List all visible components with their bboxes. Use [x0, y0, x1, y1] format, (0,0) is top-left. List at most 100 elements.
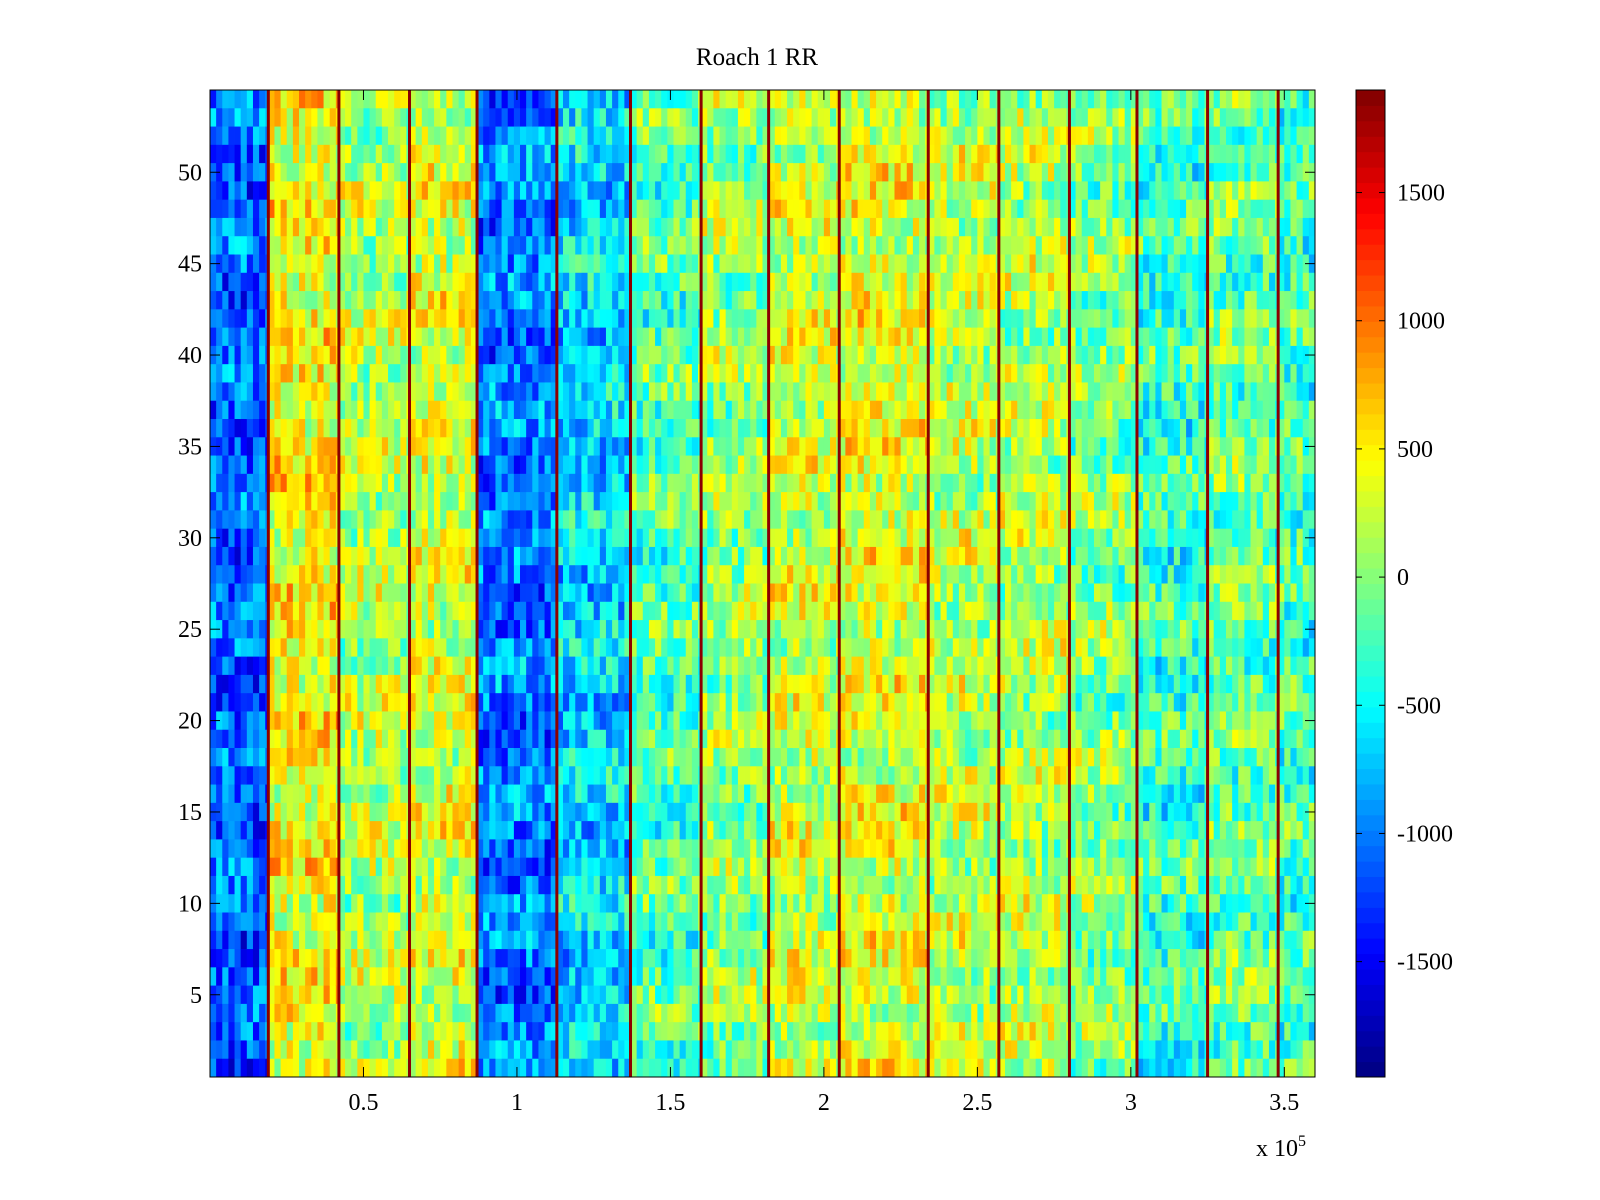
heatmap-cell	[642, 711, 650, 731]
heatmap-cell	[679, 711, 687, 731]
heatmap-cell	[648, 656, 656, 676]
heatmap-cell	[381, 528, 389, 548]
heatmap-cell	[575, 1058, 582, 1078]
heatmap-cell	[274, 766, 281, 785]
heatmap-cell	[338, 90, 346, 109]
heatmap-cell	[642, 949, 650, 968]
heatmap-cell	[655, 802, 662, 822]
heatmap-cell	[756, 601, 763, 621]
heatmap-cell	[713, 492, 720, 511]
heatmap-cell	[357, 217, 364, 237]
heatmap-cell	[495, 711, 502, 731]
heatmap-cell	[323, 693, 331, 712]
heatmap-cell	[581, 345, 588, 365]
heatmap-cell	[311, 967, 318, 987]
heatmap-cell	[673, 199, 681, 219]
heatmap-cell	[489, 839, 496, 859]
heatmap-cell	[532, 199, 539, 219]
heatmap-cell	[329, 1022, 337, 1041]
heatmap-cell	[661, 419, 668, 438]
heatmap-cell	[292, 126, 300, 146]
heatmap-cell	[731, 839, 739, 859]
heatmap-cell	[234, 638, 242, 658]
heatmap-cell	[317, 620, 324, 639]
heatmap-cell	[495, 857, 502, 877]
heatmap-cell	[679, 766, 687, 785]
heatmap-cell	[725, 766, 733, 785]
heatmap-cell	[228, 674, 235, 694]
heatmap-cell	[216, 455, 223, 475]
heatmap-cell	[624, 473, 631, 493]
heatmap-cell	[618, 217, 625, 237]
heatmap-cell	[661, 236, 668, 255]
heatmap-cell	[388, 217, 395, 237]
heatmap-cell	[667, 144, 674, 164]
heatmap-cell	[707, 364, 714, 383]
heatmap-cell	[299, 492, 306, 511]
heatmap-cell	[538, 126, 545, 146]
heatmap-cell	[538, 912, 545, 932]
heatmap-cell	[587, 400, 595, 420]
heatmap-cell	[593, 1040, 601, 1060]
heatmap-cell	[477, 126, 484, 146]
heatmap-cell	[556, 875, 564, 895]
heatmap-cell	[338, 656, 346, 676]
heatmap-cell	[280, 199, 288, 219]
heatmap-cell	[691, 949, 699, 968]
heatmap-cell	[526, 912, 533, 932]
heatmap-cell	[259, 638, 266, 658]
heatmap-cell	[513, 912, 521, 932]
heatmap-cell	[587, 729, 595, 749]
heatmap-cell	[446, 1040, 453, 1060]
heatmap-cell	[434, 583, 441, 603]
heatmap-cell	[357, 1058, 364, 1078]
heatmap-cell	[612, 473, 619, 493]
heatmap-cell	[581, 839, 588, 859]
heatmap-cell	[532, 930, 539, 950]
heatmap-cell	[458, 437, 466, 456]
heatmap-cell	[483, 693, 490, 712]
heatmap-cell	[252, 126, 260, 146]
heatmap-cell	[532, 144, 539, 164]
heatmap-cell	[744, 327, 751, 347]
heatmap-cell	[538, 839, 545, 859]
heatmap-cell	[556, 108, 564, 127]
heatmap-cell	[274, 291, 281, 310]
heatmap-cell	[483, 875, 490, 895]
heatmap-cell	[685, 181, 693, 201]
heatmap-cell	[446, 1058, 453, 1078]
heatmap-cell	[667, 528, 674, 548]
heatmap-cell	[305, 875, 312, 895]
heatmap-cell	[299, 309, 306, 329]
heatmap-cell	[421, 364, 429, 383]
heatmap-cell	[661, 748, 668, 767]
heatmap-cell	[731, 254, 739, 274]
heatmap-cell	[259, 364, 266, 383]
heatmap-cell	[421, 967, 429, 987]
heatmap-cell	[532, 364, 539, 383]
heatmap-cell	[292, 802, 300, 822]
heatmap-cell	[701, 217, 708, 237]
heatmap-cell	[311, 382, 318, 402]
heatmap-cell	[351, 437, 358, 456]
heatmap-cell	[240, 656, 248, 676]
heatmap-cell	[299, 656, 306, 676]
heatmap-cell	[483, 236, 490, 255]
heatmap-cell	[562, 163, 570, 182]
heatmap-cell	[375, 930, 383, 950]
heatmap-cell	[725, 729, 733, 749]
heatmap-cell	[216, 236, 223, 255]
heatmap-cell	[415, 1040, 423, 1060]
heatmap-cell	[292, 748, 300, 767]
heatmap-cell	[520, 345, 527, 365]
heatmap-cell	[246, 199, 254, 219]
heatmap-cell	[605, 1003, 613, 1023]
heatmap-cell	[587, 766, 595, 785]
heatmap-cell	[470, 492, 478, 511]
heatmap-cell	[569, 345, 576, 365]
heatmap-cell	[464, 90, 472, 109]
heatmap-cell	[532, 345, 539, 365]
heatmap-cell	[375, 912, 383, 932]
heatmap-cell	[731, 217, 739, 237]
heatmap-cell	[246, 1022, 254, 1041]
